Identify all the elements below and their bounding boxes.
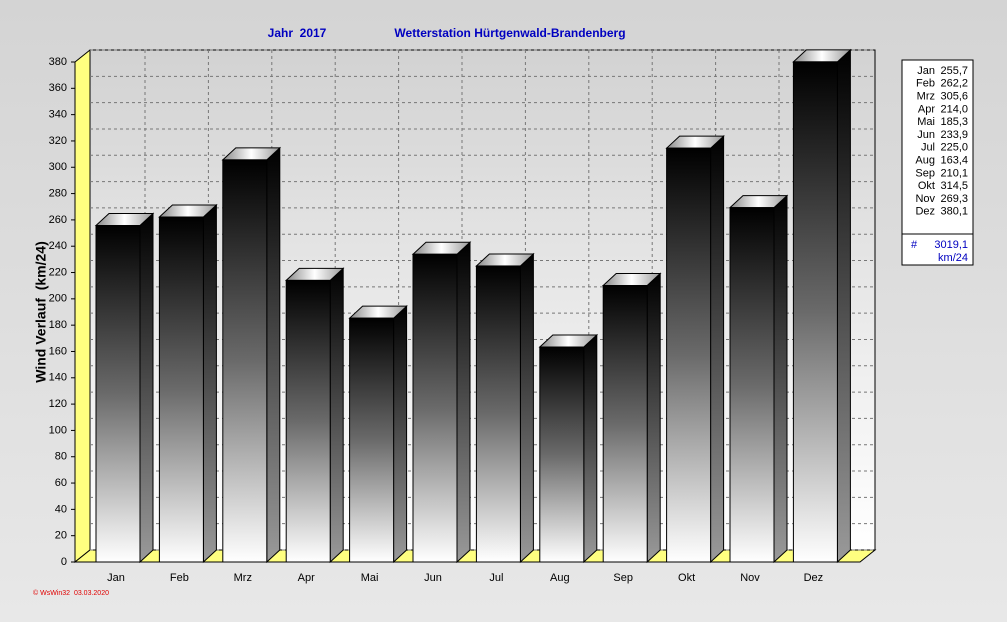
legend-month: Jul	[921, 142, 935, 154]
legend-month: Mai	[917, 116, 935, 128]
y-tick-label: 320	[49, 135, 67, 147]
legend-month: Feb	[916, 78, 935, 90]
legend-value: 305,6	[940, 91, 968, 103]
x-tick-label: Mai	[361, 572, 379, 584]
bar-side	[393, 305, 408, 564]
y-tick-label: 120	[49, 398, 67, 410]
x-tick-label: Sep	[613, 572, 633, 584]
bar-side	[583, 333, 598, 564]
y-tick-label: 60	[55, 477, 67, 489]
left-wall	[74, 48, 91, 564]
bar	[666, 147, 712, 563]
x-tick-label: Apr	[298, 572, 315, 584]
bar	[729, 207, 775, 563]
x-tick-label: Jul	[489, 572, 503, 584]
y-tick-label: 160	[49, 345, 67, 357]
y-tick-label: 200	[49, 293, 67, 305]
legend-value: 262,2	[940, 78, 968, 90]
x-tick-label: Feb	[170, 572, 189, 584]
legend-month: Apr	[918, 103, 935, 115]
y-tick-label: 180	[49, 319, 67, 331]
y-tick-label: 380	[49, 56, 67, 68]
x-tick-label: Dez	[804, 572, 824, 584]
chart-subtitle: Wetterstation Hürtgenwald-Brandenberg	[394, 26, 625, 40]
bar	[285, 279, 331, 563]
y-tick-label: 220	[49, 266, 67, 278]
x-tick-label: Aug	[550, 572, 570, 584]
y-axis-label: Wind Verlauf (km/24)	[33, 241, 49, 382]
bar	[539, 346, 585, 563]
legend-value: 233,9	[940, 129, 968, 141]
legend-month: Mrz	[917, 91, 935, 103]
bar-side	[773, 194, 788, 564]
legend-month: Jan	[917, 65, 935, 77]
legend-month: Dez	[915, 206, 935, 218]
y-tick-label: 300	[49, 161, 67, 173]
x-tick-label: Jan	[107, 572, 125, 584]
bar	[158, 216, 204, 563]
legend-value: 269,3	[940, 193, 968, 205]
legend-month: Okt	[918, 180, 935, 192]
bar-side	[266, 146, 281, 564]
legend-value: 163,4	[940, 155, 968, 167]
legend-value: 210,1	[940, 167, 968, 179]
bar	[792, 61, 838, 563]
legend-value: 214,0	[940, 103, 968, 115]
legend-value: 314,5	[940, 180, 968, 192]
x-tick-label: Mrz	[234, 572, 252, 584]
legend-month: Nov	[915, 193, 935, 205]
x-tick-label: Jun	[424, 572, 442, 584]
bar-side	[456, 241, 471, 564]
bar	[412, 253, 458, 563]
bar-side	[139, 212, 154, 564]
bar-side	[329, 267, 344, 564]
y-tick-label: 340	[49, 109, 67, 121]
y-tick-label: 20	[55, 530, 67, 542]
y-tick-label: 0	[61, 556, 67, 568]
bar	[602, 285, 648, 563]
bar	[349, 317, 395, 563]
y-tick-label: 100	[49, 424, 67, 436]
legend-value: 255,7	[940, 65, 968, 77]
legend-total-symbol: #	[911, 239, 918, 251]
y-tick-label: 40	[55, 503, 67, 515]
legend-value: 185,3	[940, 116, 968, 128]
bar-side	[519, 252, 534, 564]
bar	[475, 265, 521, 563]
x-tick-label: Okt	[678, 572, 695, 584]
y-tick-label: 140	[49, 372, 67, 384]
legend-value: 225,0	[940, 142, 968, 154]
y-tick-label: 360	[49, 82, 67, 94]
chart-title: Jahr 2017	[268, 26, 327, 40]
y-tick-label: 240	[49, 240, 67, 252]
legend-month: Jun	[917, 129, 935, 141]
bar-side	[646, 272, 661, 564]
legend-total: 3019,1	[934, 239, 968, 251]
legend-box	[901, 59, 974, 266]
bar	[222, 159, 268, 563]
y-tick-label: 260	[49, 214, 67, 226]
bar	[95, 225, 141, 563]
legend-month: Sep	[915, 167, 935, 179]
legend-value: 380,1	[940, 206, 968, 218]
legend-total-unit: km/24	[938, 252, 968, 264]
legend-month: Aug	[915, 155, 935, 167]
bar-side	[202, 203, 217, 564]
y-tick-label: 280	[49, 187, 67, 199]
y-tick-label: 80	[55, 451, 67, 463]
bar-side	[710, 135, 725, 564]
x-tick-label: Nov	[740, 572, 760, 584]
footer: © WsWin32 03.03.2020	[33, 589, 109, 597]
bar-side	[836, 48, 851, 564]
